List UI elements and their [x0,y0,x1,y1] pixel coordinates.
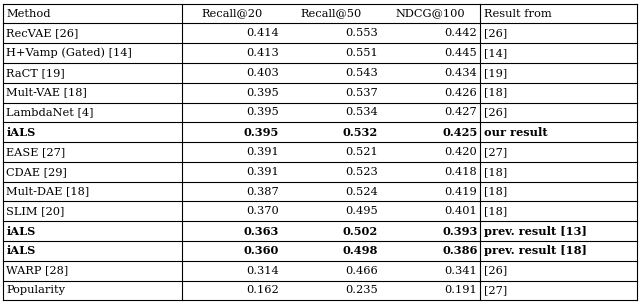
Text: 0.553: 0.553 [346,28,378,38]
Text: 0.360: 0.360 [244,245,279,256]
Text: 0.162: 0.162 [246,285,279,295]
Text: Recall@50: Recall@50 [301,9,362,19]
Text: Mult-VAE [18]: Mult-VAE [18] [6,88,87,98]
Text: 0.395: 0.395 [246,88,279,98]
Text: prev. result [18]: prev. result [18] [484,245,587,256]
Text: 0.427: 0.427 [445,107,477,117]
Text: 0.466: 0.466 [346,266,378,276]
Text: 0.386: 0.386 [442,245,477,256]
Text: [18]: [18] [484,187,507,197]
Text: [14]: [14] [484,48,507,58]
Text: [18]: [18] [484,88,507,98]
Text: 0.395: 0.395 [246,107,279,117]
Text: SLIM [20]: SLIM [20] [6,206,65,216]
Text: NDCG@100: NDCG@100 [396,9,465,19]
Text: WARP [28]: WARP [28] [6,266,68,276]
Text: iALS: iALS [6,127,36,138]
Text: RaCT [19]: RaCT [19] [6,68,65,78]
Text: 0.413: 0.413 [246,48,279,58]
Text: 0.532: 0.532 [343,127,378,138]
Text: 0.498: 0.498 [343,245,378,256]
Text: 0.419: 0.419 [445,187,477,197]
Text: 0.401: 0.401 [445,206,477,216]
Text: 0.434: 0.434 [445,68,477,78]
Text: 0.551: 0.551 [346,48,378,58]
Text: [19]: [19] [484,68,507,78]
Text: 0.393: 0.393 [442,226,477,237]
Text: 0.235: 0.235 [346,285,378,295]
Text: 0.387: 0.387 [246,187,279,197]
Text: 0.426: 0.426 [445,88,477,98]
Text: EASE [27]: EASE [27] [6,147,66,157]
Text: Recall@20: Recall@20 [201,9,262,19]
Text: 0.537: 0.537 [346,88,378,98]
Text: Mult-DAE [18]: Mult-DAE [18] [6,187,90,197]
Text: 0.314: 0.314 [246,266,279,276]
Text: 0.395: 0.395 [244,127,279,138]
Text: 0.391: 0.391 [246,167,279,177]
Text: 0.414: 0.414 [246,28,279,38]
Text: 0.502: 0.502 [343,226,378,237]
Text: [26]: [26] [484,107,507,117]
Text: [26]: [26] [484,28,507,38]
Text: 0.445: 0.445 [445,48,477,58]
Text: 0.363: 0.363 [244,226,279,237]
Text: Result from: Result from [484,9,552,19]
Text: Method: Method [6,9,51,19]
Text: 0.523: 0.523 [346,167,378,177]
Text: prev. result [13]: prev. result [13] [484,226,587,237]
Text: [18]: [18] [484,167,507,177]
Text: 0.341: 0.341 [445,266,477,276]
Text: [27]: [27] [484,285,507,295]
Text: 0.191: 0.191 [445,285,477,295]
Text: 0.425: 0.425 [442,127,477,138]
Text: [26]: [26] [484,266,507,276]
Text: 0.543: 0.543 [346,68,378,78]
Text: iALS: iALS [6,245,36,256]
Text: LambdaNet [4]: LambdaNet [4] [6,107,94,117]
Text: 0.370: 0.370 [246,206,279,216]
Text: 0.521: 0.521 [346,147,378,157]
Text: iALS: iALS [6,226,36,237]
Text: 0.524: 0.524 [346,187,378,197]
Text: 0.418: 0.418 [445,167,477,177]
Text: 0.403: 0.403 [246,68,279,78]
Text: our result: our result [484,127,547,138]
Text: 0.495: 0.495 [346,206,378,216]
Text: 0.442: 0.442 [445,28,477,38]
Text: [27]: [27] [484,147,507,157]
Text: Popularity: Popularity [6,285,65,295]
Text: H+Vamp (Gated) [14]: H+Vamp (Gated) [14] [6,48,132,58]
Text: 0.420: 0.420 [445,147,477,157]
Text: 0.534: 0.534 [346,107,378,117]
Text: RecVAE [26]: RecVAE [26] [6,28,79,38]
Text: CDAE [29]: CDAE [29] [6,167,67,177]
Text: 0.391: 0.391 [246,147,279,157]
Text: [18]: [18] [484,206,507,216]
